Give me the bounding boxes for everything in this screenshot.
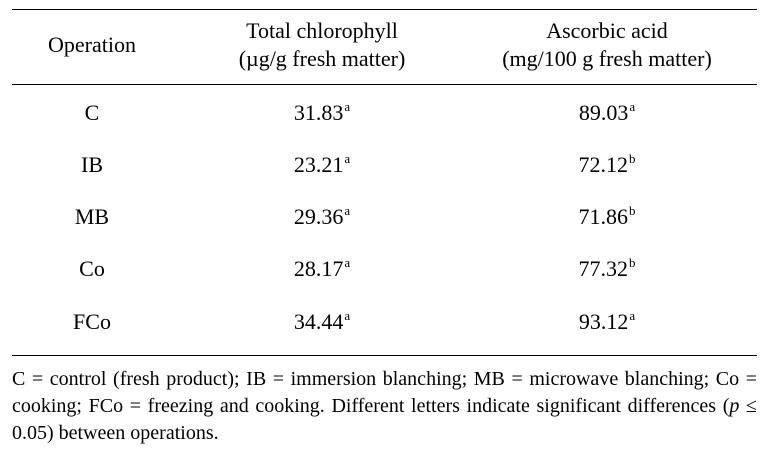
- table-header-rule: [12, 84, 757, 85]
- table-row: Co 28.17a 77.32b: [12, 245, 757, 293]
- value: 29.36: [293, 204, 344, 229]
- row-chlorophyll: 29.36a: [172, 203, 472, 234]
- significance-letter: a: [629, 99, 636, 114]
- p-value-symbol: p: [729, 395, 740, 417]
- header-operation: Operation: [48, 32, 136, 57]
- row-chlorophyll: 23.21a: [172, 151, 472, 182]
- table-top-rule: [12, 9, 757, 10]
- row-operation: MB: [74, 204, 110, 229]
- value: 72.12: [578, 152, 629, 177]
- row-ascorbic: 77.32b: [457, 255, 757, 286]
- row-operation: C: [84, 100, 100, 125]
- row-chlorophyll: 31.83a: [172, 99, 472, 130]
- row-ascorbic: 93.12a: [457, 308, 757, 339]
- value: 93.12: [578, 309, 629, 334]
- value: 28.17: [293, 256, 344, 281]
- table-footnote: C = control (fresh product); IB = immers…: [12, 366, 757, 447]
- header-chlorophyll-title: Total chlorophyll: [246, 18, 398, 43]
- significance-letter: b: [629, 203, 636, 218]
- significance-letter: b: [629, 255, 636, 270]
- row-chlorophyll: 28.17a: [172, 255, 472, 286]
- row-ascorbic: 89.03a: [457, 99, 757, 130]
- header-ascorbic-title: Ascorbic acid: [546, 18, 668, 43]
- significance-letter: a: [344, 255, 351, 270]
- row-ascorbic: 71.86b: [457, 203, 757, 234]
- table-row: C 31.83a 89.03a: [12, 89, 757, 137]
- row-operation: IB: [81, 152, 103, 177]
- significance-letter: a: [344, 151, 351, 166]
- significance-letter: a: [344, 99, 351, 114]
- table-row: FCo 34.44a 93.12a: [12, 298, 757, 346]
- table-row: MB 29.36a 71.86b: [12, 193, 757, 241]
- table-bottom-rule: [12, 355, 757, 356]
- value: 23.21: [293, 152, 344, 177]
- significance-letter: a: [344, 203, 351, 218]
- table-row: IB 23.21a 72.12b: [12, 141, 757, 189]
- significance-letter: b: [629, 151, 636, 166]
- significance-letter: a: [344, 308, 351, 323]
- row-chlorophyll: 34.44a: [172, 308, 472, 339]
- header-ascorbic-acid: Ascorbic acid (mg/100 g fresh matter): [457, 17, 757, 73]
- footnote-text-end: ≤ 0.05) between operations.: [12, 395, 758, 444]
- value: 34.44: [293, 309, 344, 334]
- row-operation: Co: [79, 256, 105, 281]
- value: 71.86: [578, 204, 629, 229]
- row-ascorbic: 72.12b: [457, 151, 757, 182]
- footnote-text: C = control (fresh product); IB = immers…: [12, 368, 757, 417]
- value: 31.83: [293, 100, 344, 125]
- value: 89.03: [578, 100, 629, 125]
- header-ascorbic-unit: (mg/100 g fresh matter): [502, 46, 712, 71]
- value: 77.32: [578, 256, 629, 281]
- row-operation: FCo: [73, 309, 111, 334]
- header-chlorophyll-unit: (µg/g fresh matter): [238, 46, 406, 71]
- significance-letter: a: [629, 308, 636, 323]
- header-total-chlorophyll: Total chlorophyll (µg/g fresh matter): [172, 17, 472, 73]
